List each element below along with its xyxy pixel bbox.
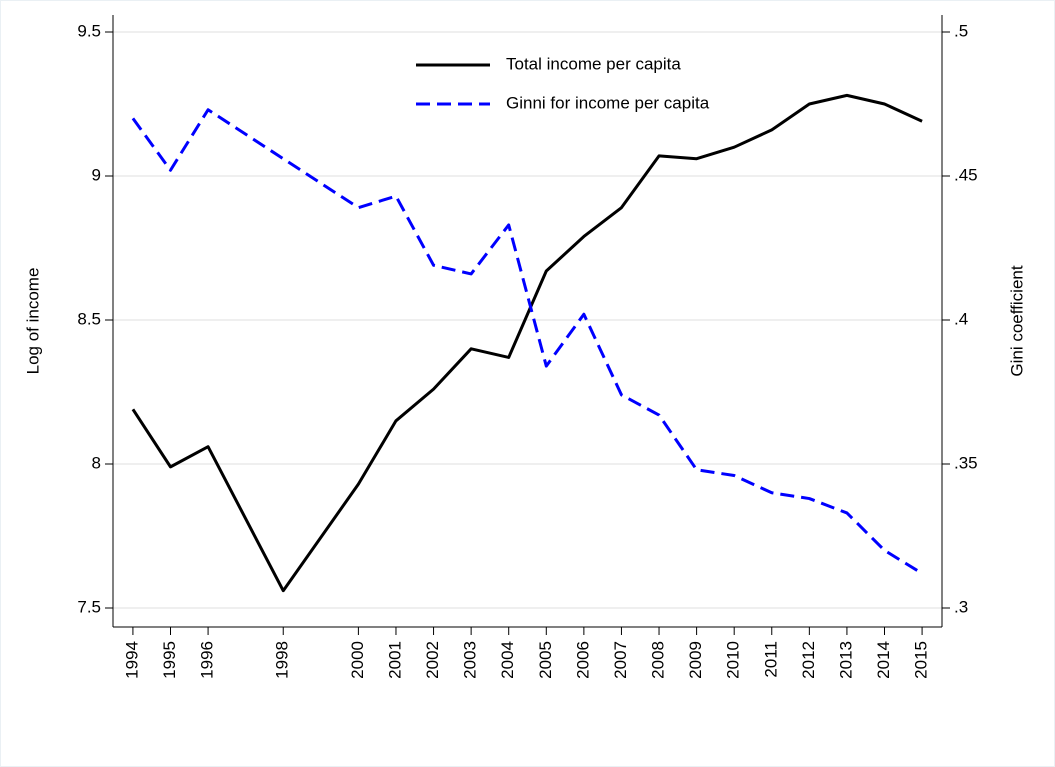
x-tick-label: 2006 bbox=[573, 641, 592, 679]
y-tick-label: 9 bbox=[92, 165, 101, 184]
y2-tick-label: .45 bbox=[954, 165, 978, 184]
y2-tick-label: .4 bbox=[954, 309, 968, 328]
y-tick-label: 8.5 bbox=[77, 309, 101, 328]
x-tick-label: 1995 bbox=[160, 641, 179, 679]
x-tick-label: 2010 bbox=[724, 641, 743, 679]
x-tick-label: 2002 bbox=[423, 641, 442, 679]
y2-tick-label: .5 bbox=[954, 21, 968, 40]
x-tick-label: 2003 bbox=[461, 641, 480, 679]
x-tick-label: 2008 bbox=[649, 641, 668, 679]
y-tick-label: 7.5 bbox=[77, 597, 101, 616]
y2-axis-label: Gini coefficient bbox=[1007, 265, 1026, 376]
x-tick-label: 2001 bbox=[385, 641, 404, 679]
legend-label: Ginni for income per capita bbox=[506, 93, 710, 112]
series-line bbox=[131, 93, 923, 593]
x-tick-label: 2015 bbox=[912, 641, 931, 679]
x-tick-label: 1994 bbox=[122, 641, 141, 679]
x-tick-label: 2009 bbox=[686, 641, 705, 679]
x-tick-label: 2011 bbox=[761, 641, 780, 678]
y-tick-label: 8 bbox=[92, 453, 101, 472]
x-tick-label: 2005 bbox=[536, 641, 555, 679]
x-tick-label: 2000 bbox=[348, 641, 367, 679]
y-axis-label: Log of income bbox=[23, 268, 42, 375]
x-tick-label: 1996 bbox=[198, 641, 217, 679]
series-line bbox=[131, 108, 923, 575]
x-tick-label: 1998 bbox=[273, 641, 292, 679]
legend-label: Total income per capita bbox=[506, 54, 681, 73]
x-tick-label: 2013 bbox=[836, 641, 855, 679]
y-tick-label: 9.5 bbox=[77, 21, 101, 40]
x-tick-label: 2014 bbox=[874, 641, 893, 679]
y2-tick-label: .35 bbox=[954, 453, 978, 472]
x-tick-label: 2007 bbox=[611, 641, 630, 679]
x-tick-label: 2004 bbox=[498, 641, 517, 679]
y2-tick-label: .3 bbox=[954, 597, 968, 616]
x-tick-label: 2012 bbox=[799, 641, 818, 679]
